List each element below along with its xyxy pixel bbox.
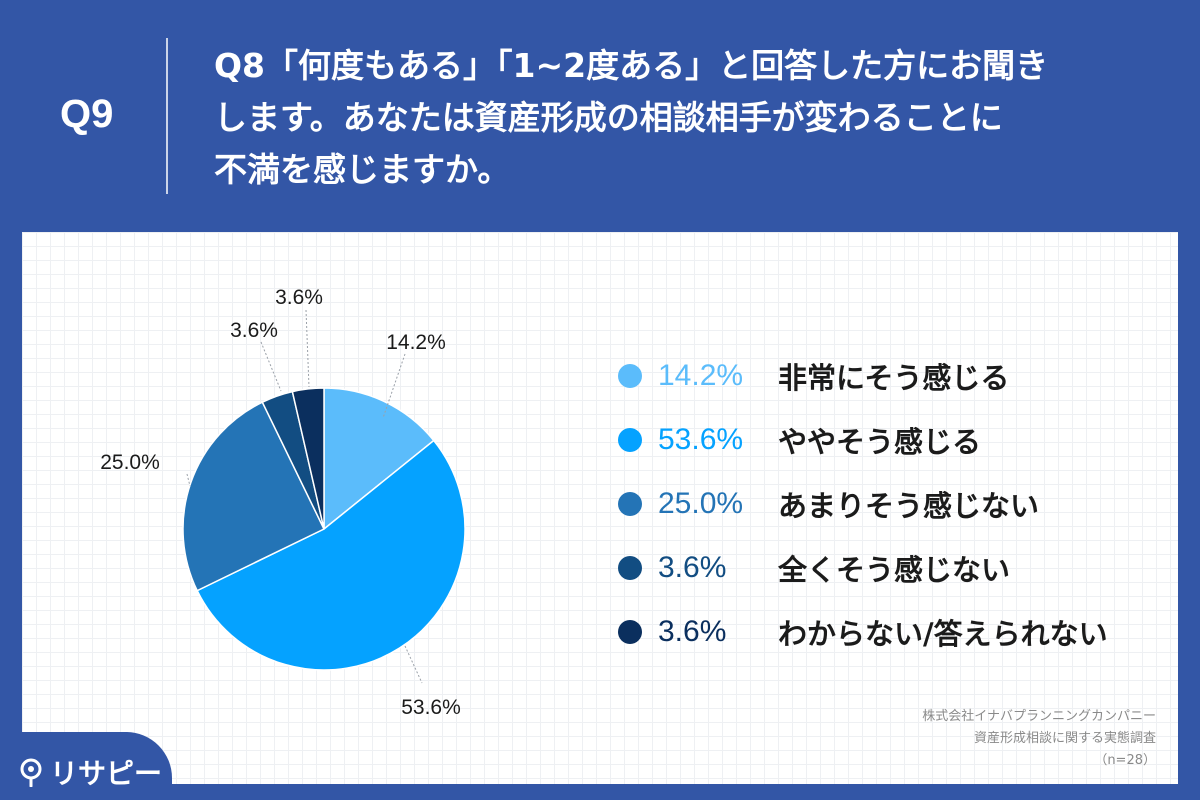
header-divider: [166, 38, 168, 194]
question-title-line: Q8「何度もある」「1~2度ある」と回答した方にお聞き: [214, 46, 1049, 85]
legend-swatch: [618, 428, 642, 452]
legend-item: 3.6% わからない/答えられない: [618, 600, 1108, 664]
leader-line: [382, 353, 406, 419]
logo-tab: [0, 732, 172, 800]
legend-item: 14.2% 非常にそう感じる: [618, 344, 1108, 408]
source-company: 株式会社イナバプランニングカンパニー: [922, 709, 1156, 724]
legend-percent: 14.2%: [658, 359, 744, 392]
legend-percent: 53.6%: [658, 423, 744, 456]
question-number: Q9: [60, 92, 114, 136]
legend-swatch: [618, 364, 642, 388]
pie-slice: [196, 439, 466, 671]
question-header: Q9 Q8「何度もある」「1~2度ある」と回答した方にお聞き します。あなたは資…: [0, 0, 1200, 232]
source-survey: 資産形成相談に関する実態調査: [973, 731, 1156, 746]
legend-label: ややそう感じる: [778, 425, 982, 459]
location-pin-icon: [20, 758, 42, 787]
question-title-line: 不満を感じますか。: [214, 150, 511, 189]
source-sample: （n=28）: [1094, 753, 1156, 768]
legend-swatch: [618, 556, 642, 580]
leader-line: [260, 341, 282, 392]
brand-name: リサピー: [50, 757, 163, 790]
slice-data-label: 3.6%: [230, 319, 278, 342]
slice-data-label: 3.6%: [275, 286, 323, 309]
legend-percent: 3.6%: [658, 551, 727, 584]
pie-chart: 14.2% 53.6% 25.0% 3.6% 3.6%: [100, 286, 466, 719]
legend-label: わからない/答えられない: [778, 617, 1108, 651]
pie-slice: [291, 387, 325, 530]
legend-item: 25.0% あまりそう感じない: [618, 472, 1108, 536]
slice-data-label: 53.6%: [401, 696, 461, 719]
legend-label: 非常にそう感じる: [778, 361, 1010, 395]
legend-label: あまりそう感じない: [778, 489, 1040, 523]
chart-panel: 14.2% 53.6% 25.0% 3.6% 3.6% 14.2% 非常にそう感じる 5…: [22, 232, 1178, 784]
leader-line: [305, 309, 310, 388]
leader-line: [404, 645, 423, 684]
legend-item: 53.6% ややそう感じる: [618, 408, 1108, 472]
slice-data-label: 25.0%: [100, 451, 160, 474]
brand-logo: リサピー: [18, 752, 162, 792]
legend-swatch: [618, 492, 642, 516]
pie-slice: [323, 387, 435, 531]
legend-item: 3.6% 全くそう感じない: [618, 536, 1108, 600]
legend-percent: 3.6%: [658, 615, 727, 648]
question-title: Q8「何度もある」「1~2度ある」と回答した方にお聞き します。あなたは資産形成…: [214, 40, 1154, 196]
question-title-line: します。あなたは資産形成の相談相手が変わることに: [214, 98, 1003, 137]
chart-legend: 14.2% 非常にそう感じる 53.6% ややそう感じる 25.0% あまりそう…: [618, 344, 1108, 664]
legend-percent: 25.0%: [658, 487, 744, 520]
pie-slice: [182, 401, 326, 592]
source-note: 株式会社イナバプランニングカンパニー 資産形成相談に関する実態調査 （n=28）: [922, 706, 1156, 772]
legend-label: 全くそう感じない: [778, 553, 1011, 587]
legend-swatch: [618, 620, 642, 644]
slice-data-label: 14.2%: [386, 331, 446, 354]
